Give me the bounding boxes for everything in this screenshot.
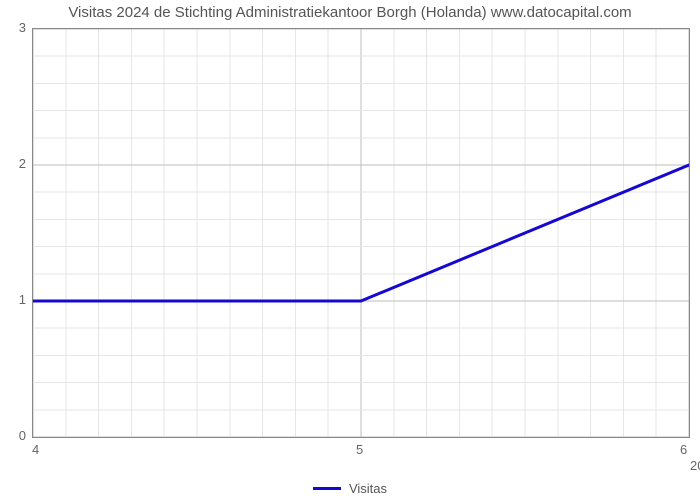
y-tick-label: 1 (19, 292, 26, 307)
legend-label: Visitas (349, 481, 387, 496)
y-tick-label: 0 (19, 428, 26, 443)
chart-title: Visitas 2024 de Stichting Administratiek… (0, 4, 700, 21)
x-tick-label: 5 (356, 442, 363, 457)
plot-svg (33, 29, 689, 437)
x-tick-label: 6 (680, 442, 687, 457)
legend: Visitas (0, 477, 700, 496)
y-tick-label: 3 (19, 20, 26, 35)
y-tick-label: 2 (19, 156, 26, 171)
chart-container: Visitas 2024 de Stichting Administratiek… (0, 0, 700, 500)
legend-swatch (313, 487, 341, 490)
plot-area (32, 28, 690, 438)
right-tick-label: 202 (690, 458, 700, 473)
x-tick-label: 4 (32, 442, 39, 457)
